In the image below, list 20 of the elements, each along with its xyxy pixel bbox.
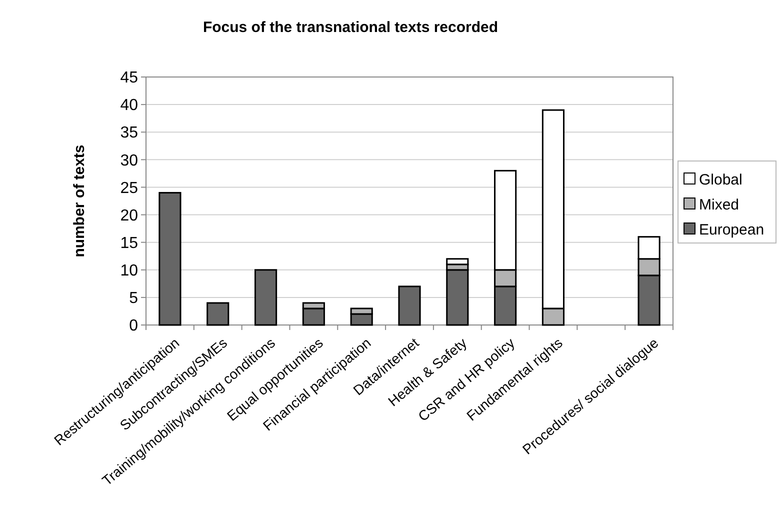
legend-label: European [699,221,764,238]
bar [446,269,469,326]
y-tick-label: 45 [120,70,138,87]
legend-label: Mixed [699,196,740,214]
y-tick-label: 35 [120,124,138,142]
y-tick-label: 40 [120,97,138,114]
bar [206,302,230,326]
y-tick-label: 0 [129,318,138,335]
chart-title: Focus of the transnational texts recorded [202,19,498,36]
y-axis-title: number of texts [71,144,88,258]
y-tick-label: 20 [120,207,138,224]
y-tick-label: 30 [120,152,138,170]
bar [158,192,182,326]
bar [398,286,421,326]
y-tick-label: 25 [120,180,138,197]
y-tick-label: 5 [129,290,138,308]
y-tick-label: 15 [120,234,138,252]
bar [254,269,278,326]
legend-label: Global [699,171,742,188]
y-tick-label: 10 [120,262,138,280]
